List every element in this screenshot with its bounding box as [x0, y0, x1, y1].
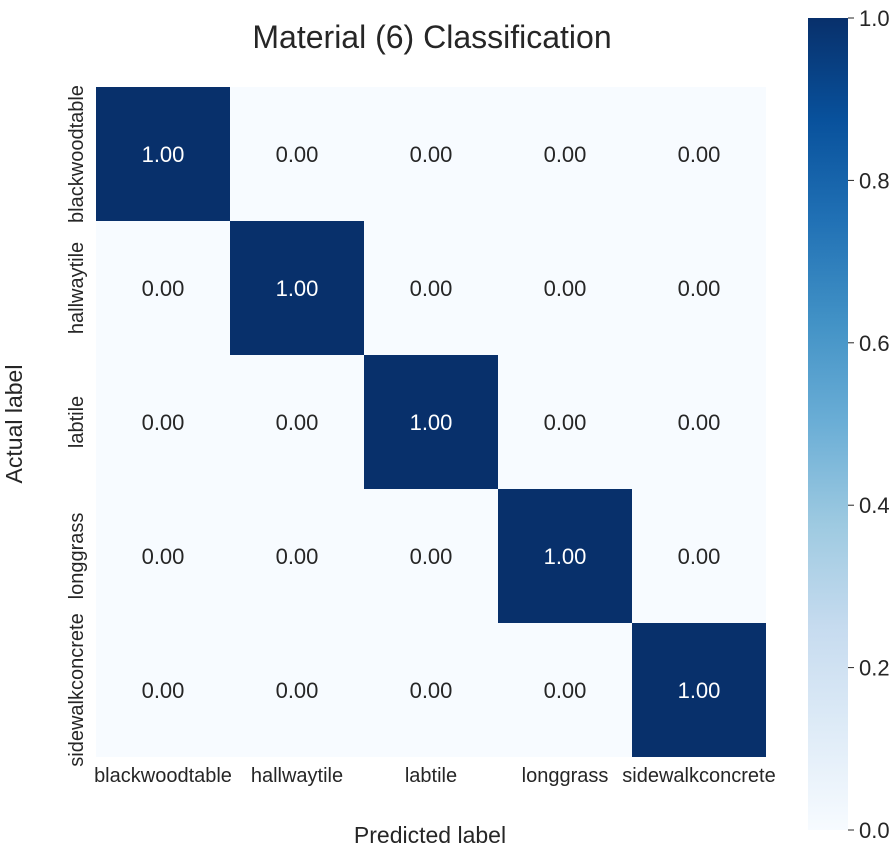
heatmap-cell: [364, 355, 498, 489]
x-tick-label: labtile: [405, 765, 457, 787]
heatmap-cell: [96, 623, 230, 757]
cell-value-label: 0.00: [410, 142, 453, 167]
cell-value-label: 1.00: [544, 544, 587, 569]
heatmap-cell: [632, 221, 766, 355]
heatmap-cell: [632, 489, 766, 623]
heatmap-cell-labels: 1.00 0.00 0.00 0.00 0.00 0.00 1.00 0.00 0.00 0.00…: [142, 142, 721, 703]
heatmap-cell: [96, 489, 230, 623]
y-tick-label: sidewalkconcrete: [66, 613, 88, 766]
x-tick-label: hallwaytile: [251, 765, 343, 787]
y-axis-tick-labels: blackwoodtable hallwaytile labtile longgras…: [66, 85, 88, 767]
cell-value-label: 1.00: [410, 410, 453, 435]
y-axis-label: Actual label: [1, 365, 27, 484]
cell-value-label: 1.00: [276, 276, 319, 301]
x-tick-label: sidewalkconcrete: [622, 765, 775, 787]
heatmap-cell: [632, 355, 766, 489]
heatmap-cell: [498, 489, 632, 623]
cell-value-label: 1.00: [142, 142, 185, 167]
colorbar-tick-label: 1.0: [859, 6, 890, 31]
x-axis-label: Predicted label: [354, 822, 506, 848]
cell-value-label: 0.00: [276, 410, 319, 435]
cell-value-label: 0.00: [142, 276, 185, 301]
cell-value-label: 0.00: [410, 276, 453, 301]
cell-value-label: 1.00: [678, 678, 721, 703]
chart-title: Material (6) Classification: [252, 19, 611, 55]
heatmap-cell: [230, 623, 364, 757]
heatmap-cell: [96, 355, 230, 489]
y-tick-label: hallwaytile: [66, 242, 88, 334]
x-tick-label: longgrass: [522, 765, 609, 787]
cell-value-label: 0.00: [410, 544, 453, 569]
cell-value-label: 0.00: [544, 410, 587, 435]
heatmap-cell: [498, 355, 632, 489]
cell-value-label: 0.00: [276, 142, 319, 167]
heatmap-cell: [230, 355, 364, 489]
heatmap-cells: [96, 87, 766, 757]
heatmap-cell: [632, 623, 766, 757]
colorbar: [808, 18, 848, 830]
heatmap-cell: [364, 221, 498, 355]
cell-value-label: 0.00: [544, 276, 587, 301]
heatmap-cell: [230, 489, 364, 623]
cell-value-label: 0.00: [142, 544, 185, 569]
x-axis-tick-labels: blackwoodtable hallwaytile labtile longgras…: [94, 765, 776, 787]
heatmap-cell: [498, 87, 632, 221]
heatmap-cell: [230, 221, 364, 355]
heatmap-cell: [498, 221, 632, 355]
heatmap-cell: [96, 221, 230, 355]
cell-value-label: 0.00: [678, 142, 721, 167]
cell-value-label: 0.00: [678, 544, 721, 569]
heatmap-cell: [96, 87, 230, 221]
heatmap-cell: [632, 87, 766, 221]
colorbar-tick-label: 0.4: [859, 493, 890, 518]
cell-value-label: 0.00: [678, 410, 721, 435]
cell-value-label: 0.00: [544, 678, 587, 703]
cell-value-label: 0.00: [678, 276, 721, 301]
cell-value-label: 0.00: [142, 410, 185, 435]
heatmap-cell: [230, 87, 364, 221]
y-tick-label: longgrass: [66, 513, 88, 600]
colorbar-tick-label: 0.2: [859, 656, 890, 681]
cell-value-label: 0.00: [142, 678, 185, 703]
y-tick-label: blackwoodtable: [66, 85, 88, 223]
heatmap-cell: [498, 623, 632, 757]
colorbar-tick-label: 0.8: [859, 168, 890, 193]
heatmap-cell: [364, 489, 498, 623]
colorbar-tick-label: 0.0: [859, 818, 890, 843]
colorbar-tick-label: 0.6: [859, 331, 890, 356]
cell-value-label: 0.00: [544, 142, 587, 167]
x-tick-label: blackwoodtable: [94, 765, 232, 787]
y-tick-label: labtile: [66, 396, 88, 448]
colorbar-tick-labels: 0.0 0.2 0.4 0.6 0.8 1.0: [848, 6, 890, 843]
cell-value-label: 0.00: [276, 544, 319, 569]
cell-value-label: 0.00: [276, 678, 319, 703]
cell-value-label: 0.00: [410, 678, 453, 703]
heatmap-cell: [364, 87, 498, 221]
heatmap-cell: [364, 623, 498, 757]
